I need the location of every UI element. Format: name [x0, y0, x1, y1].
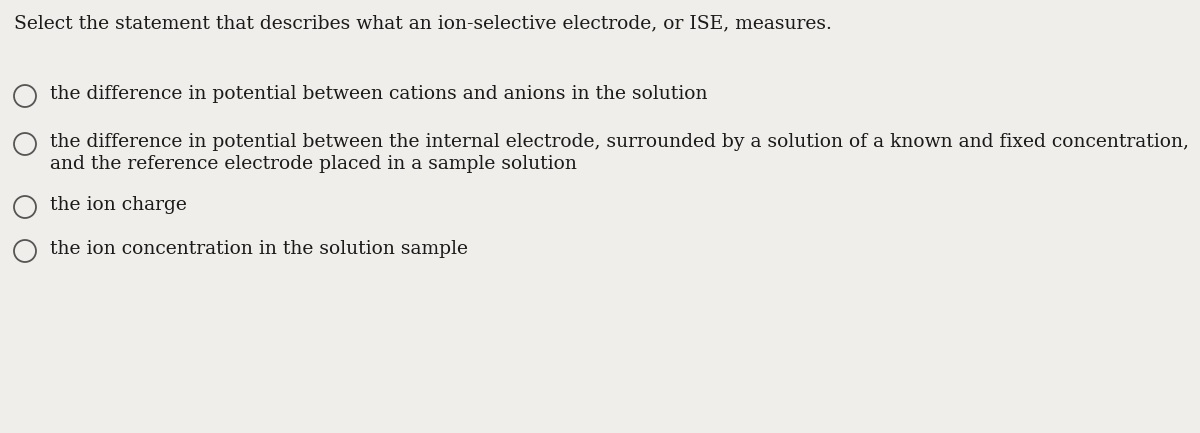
- Text: and the reference electrode placed in a sample solution: and the reference electrode placed in a …: [50, 155, 577, 173]
- Text: the difference in potential between cations and anions in the solution: the difference in potential between cati…: [50, 85, 708, 103]
- Text: the ion charge: the ion charge: [50, 196, 187, 214]
- Text: the difference in potential between the internal electrode, surrounded by a solu: the difference in potential between the …: [50, 133, 1189, 151]
- Text: the ion concentration in the solution sample: the ion concentration in the solution sa…: [50, 240, 468, 258]
- Text: Select the statement that describes what an ion-selective electrode, or ISE, mea: Select the statement that describes what…: [14, 14, 832, 32]
